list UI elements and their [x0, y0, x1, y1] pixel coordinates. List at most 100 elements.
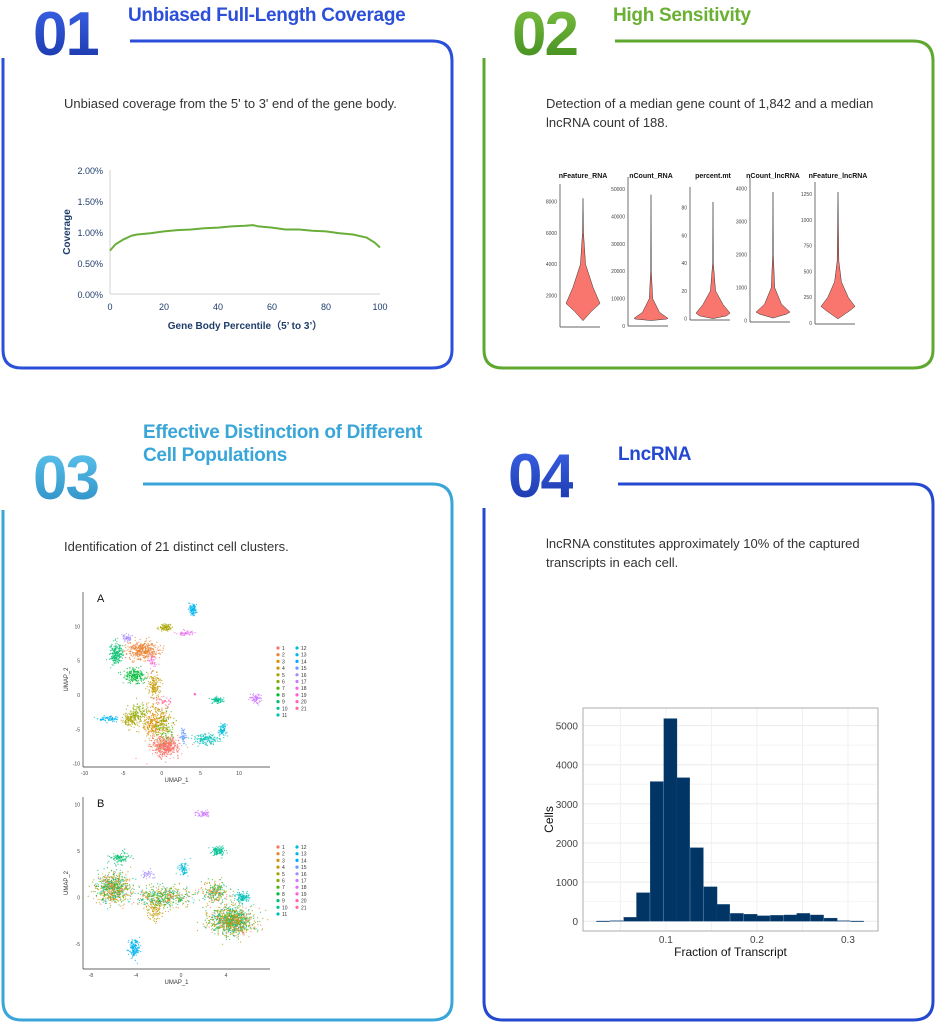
umap-point [230, 916, 232, 918]
umap-point [125, 678, 127, 680]
umap-point [238, 907, 240, 909]
umap-point [158, 751, 160, 753]
umap-point [168, 740, 170, 742]
umap-point [224, 908, 226, 911]
umap-point [221, 915, 224, 917]
umap-point [235, 909, 237, 911]
umap-point [159, 728, 161, 731]
umap-point [191, 630, 193, 632]
umap-point [206, 917, 208, 919]
umap-point [121, 648, 123, 650]
umap-point [137, 673, 139, 676]
umap-point [153, 745, 156, 747]
umap-point [124, 884, 126, 887]
umap-point [151, 658, 153, 660]
y-tick-label: 1.00% [77, 228, 103, 238]
umap-point [240, 923, 242, 925]
umap-point [233, 927, 235, 929]
umap-point [220, 910, 222, 912]
umap-point [211, 735, 213, 737]
umap-point [253, 927, 255, 929]
umap-point [153, 663, 155, 665]
umap-point [139, 674, 141, 676]
umap-point [189, 632, 191, 634]
umap-point [132, 711, 134, 713]
umap-point [233, 914, 235, 916]
umap-point [129, 646, 131, 648]
umap-point [235, 921, 237, 923]
umap-point [169, 751, 171, 753]
umap-point [124, 637, 126, 639]
y-tick-label: 0.50% [77, 259, 103, 269]
umap-point [97, 869, 99, 871]
umap-point [140, 679, 142, 681]
umap-point [206, 744, 208, 746]
umap-point [219, 732, 221, 734]
umap-point [154, 687, 156, 689]
umap-point [107, 908, 109, 910]
umap-point [114, 894, 116, 896]
umap-point [143, 716, 145, 718]
umap-point [223, 927, 225, 929]
umap-point [197, 745, 199, 747]
umap-point [235, 918, 237, 920]
umap-point [117, 672, 120, 674]
umap-point [103, 878, 105, 881]
umap-point [190, 630, 192, 633]
umap-point [167, 728, 169, 730]
umap-point [226, 920, 228, 922]
umap-point [170, 744, 173, 746]
umap-point [108, 896, 110, 898]
umap-point [128, 722, 130, 724]
umap-point [261, 929, 263, 931]
umap-point [201, 734, 203, 736]
umap-point [235, 924, 237, 926]
umap-point [240, 929, 243, 931]
umap-point [205, 743, 208, 745]
umap-point [94, 891, 96, 893]
umap-point [209, 740, 211, 742]
umap-point [134, 648, 136, 650]
umap-point [160, 742, 162, 744]
umap-point [118, 872, 120, 874]
umap-point [206, 925, 208, 927]
umap-point [149, 676, 151, 678]
umap-point [211, 924, 213, 926]
umap-point [111, 886, 113, 888]
umap-point [158, 698, 160, 700]
umap-point [220, 733, 222, 735]
umap-point [119, 899, 121, 901]
umap-point [236, 906, 238, 908]
umap-point [143, 643, 145, 645]
umap-point [130, 866, 132, 868]
umap-point [253, 904, 255, 906]
umap-point [214, 925, 216, 927]
umap-point [110, 879, 113, 882]
umap-point [143, 709, 145, 711]
umap-point [173, 721, 175, 723]
umap-point [214, 736, 216, 738]
umap-point [154, 689, 156, 691]
umap-point [163, 645, 165, 647]
umap-point [121, 878, 123, 880]
umap-point [154, 665, 156, 667]
umap-point [136, 675, 139, 677]
umap-point [228, 914, 230, 917]
umap-point [116, 875, 119, 877]
umap-point [159, 739, 161, 741]
umap-point [229, 908, 231, 910]
umap-point [165, 724, 167, 726]
umap-point [250, 928, 252, 930]
umap-point [130, 888, 132, 890]
umap-point [111, 880, 113, 883]
umap-point [162, 702, 164, 704]
umap-point [195, 603, 198, 606]
umap-point [139, 655, 141, 657]
umap-point [116, 641, 118, 643]
umap-point [136, 666, 138, 668]
umap-point [180, 735, 182, 738]
umap-point [165, 704, 167, 706]
umap-point [207, 922, 209, 925]
umap-point [139, 675, 141, 677]
umap-point [217, 917, 219, 919]
